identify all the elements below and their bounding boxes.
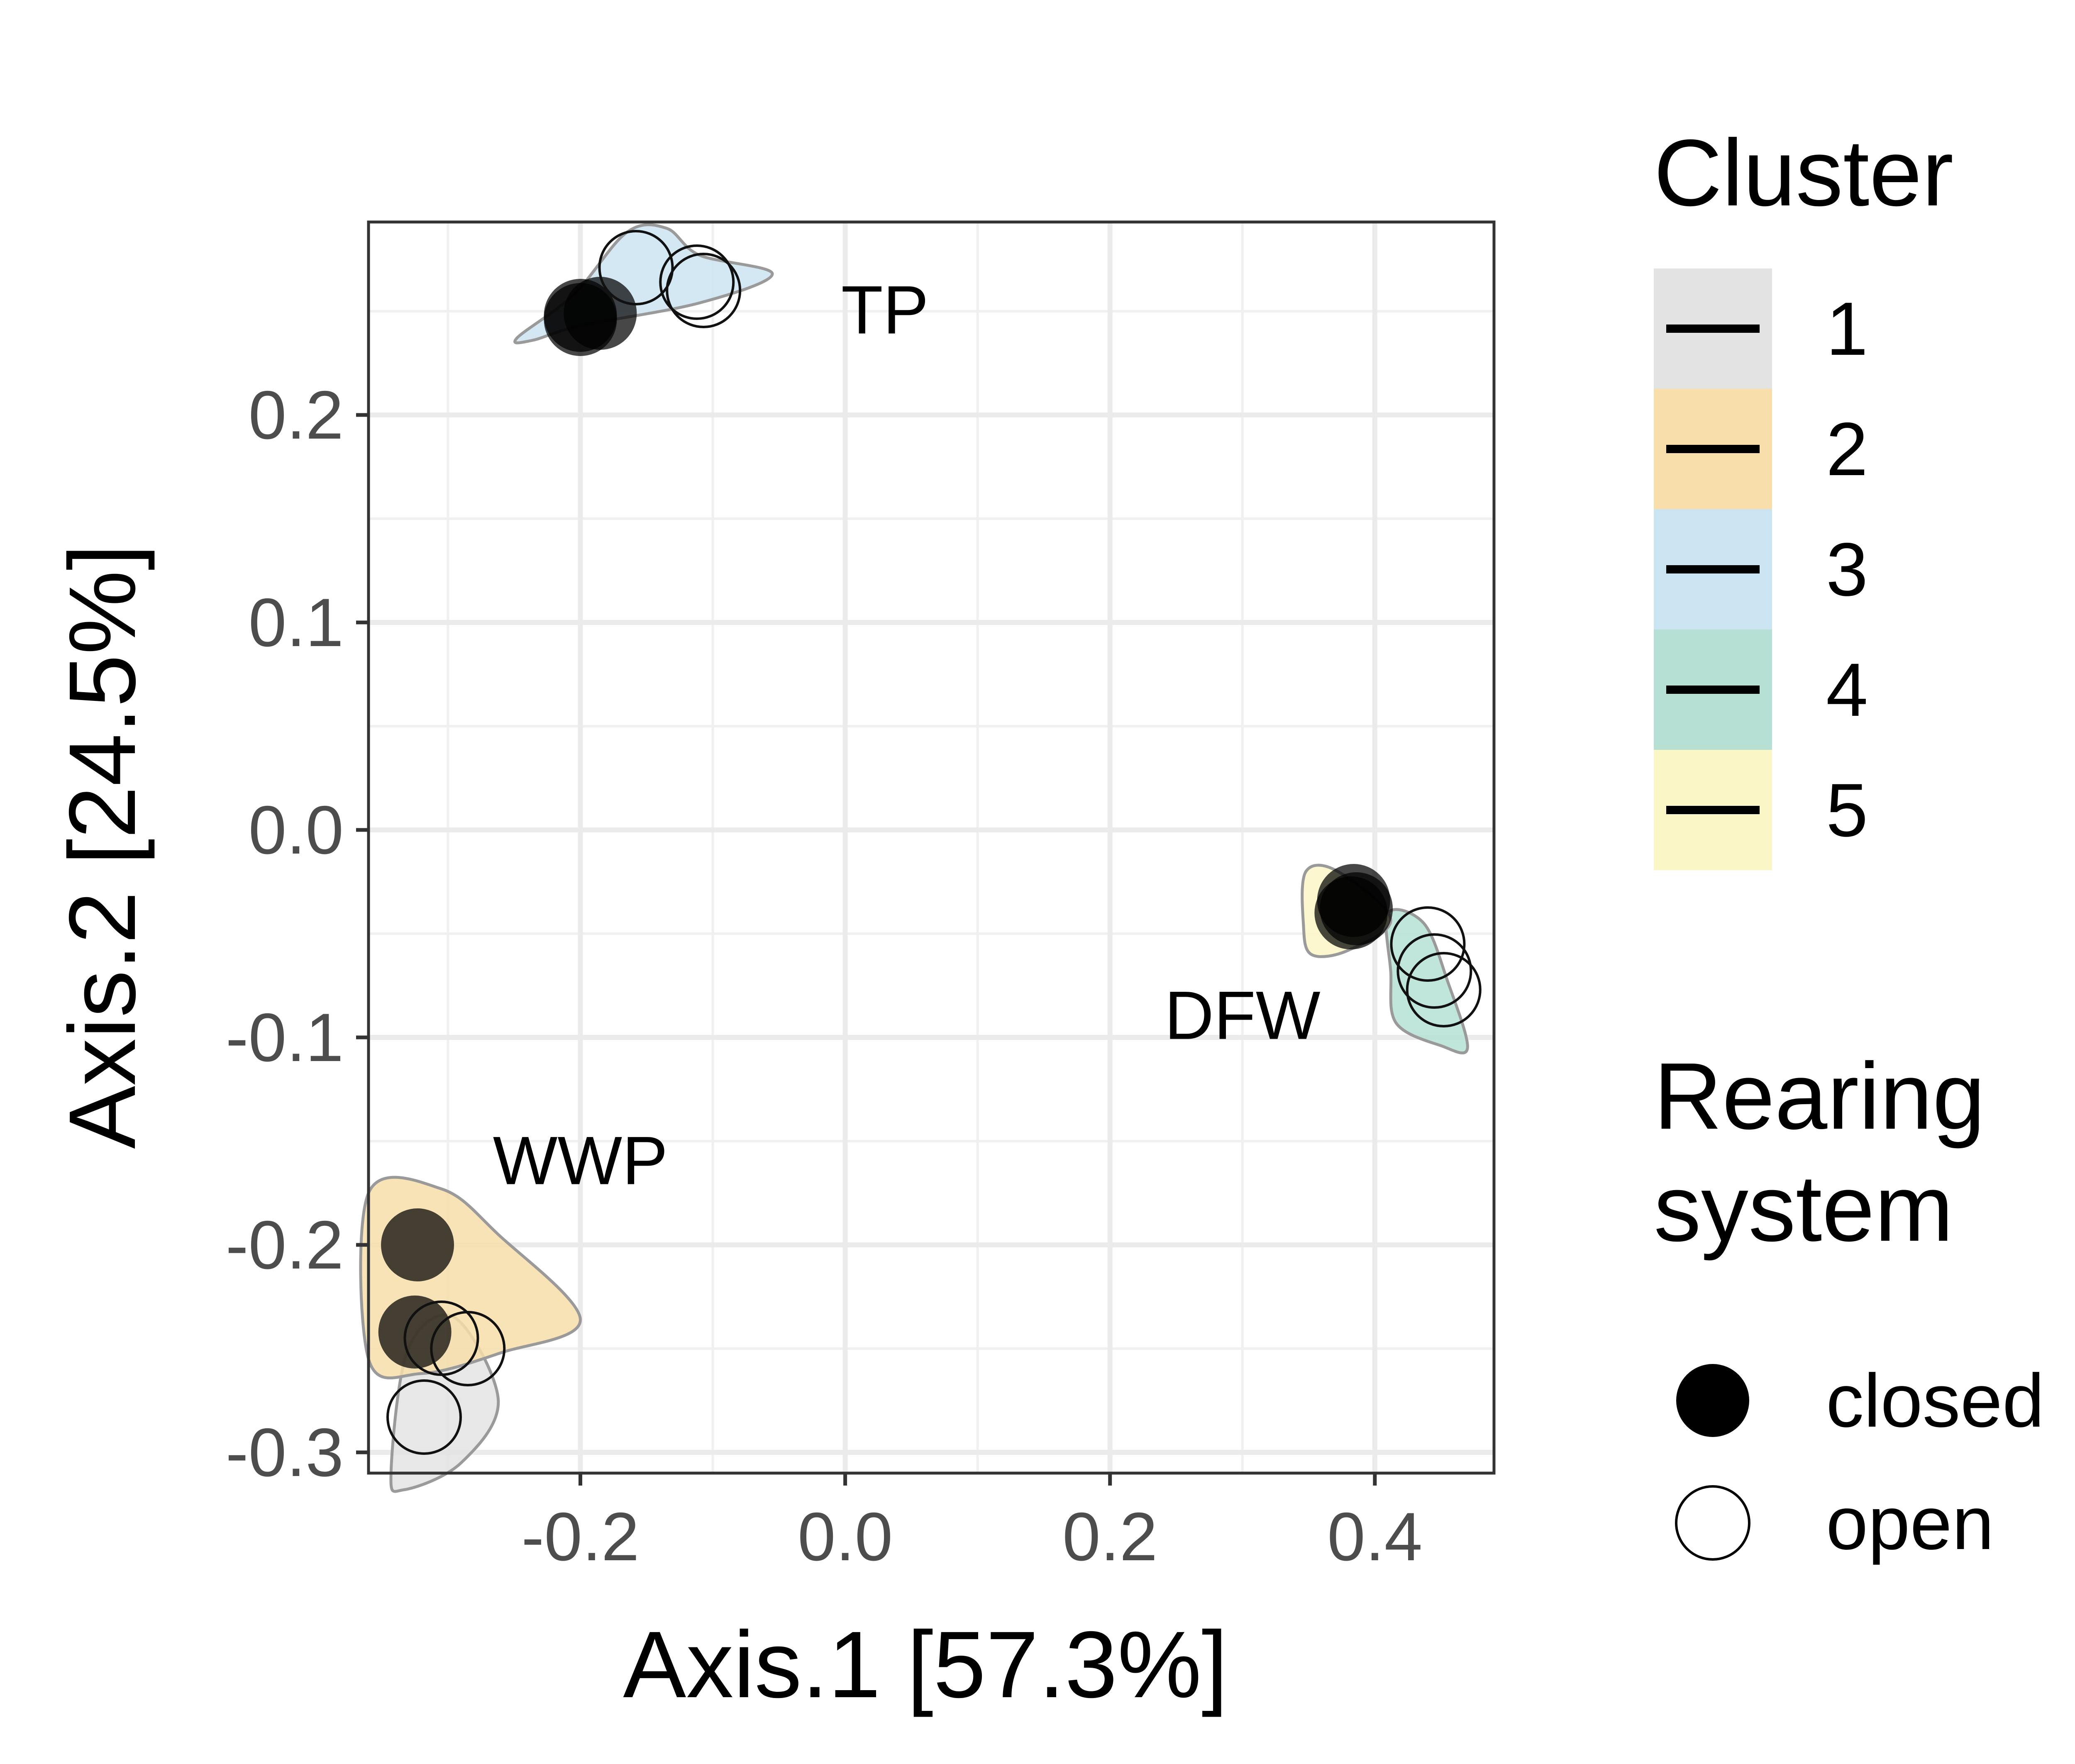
legend-system: Rearing system closed open xyxy=(1654,1044,2044,1565)
legend-cluster-label-2: 2 xyxy=(1826,407,1868,491)
legend-system-title-line-1: Rearing xyxy=(1654,1044,1985,1149)
legend-cluster: Cluster 1 2 3 4 5 xyxy=(1654,120,1953,870)
x-tick-label: -0.2 xyxy=(521,1498,639,1575)
legend-symbol-open xyxy=(1675,1485,1750,1561)
point-open xyxy=(598,230,674,305)
panel-border xyxy=(367,220,1496,1475)
y-tick-label: -0.2 xyxy=(226,1207,344,1283)
point-open xyxy=(666,253,742,328)
x-tick-label: 0.4 xyxy=(1327,1498,1422,1575)
plot-panel: TP DFW WWP xyxy=(359,220,1496,1493)
y-tick-label: -0.1 xyxy=(226,999,344,1076)
y-tick-label: 0.0 xyxy=(249,792,344,868)
y-axis-title: Axis.2 [24.5%] xyxy=(50,544,155,1149)
point-open xyxy=(659,244,735,320)
x-tick-label: 0.0 xyxy=(798,1498,893,1575)
point-open xyxy=(1396,933,1472,1009)
point-closed xyxy=(378,1296,452,1369)
y-axis: -0.3 -0.2 -0.1 0.0 0.1 0.2 xyxy=(226,377,369,1491)
point-open xyxy=(430,1311,506,1386)
point-open xyxy=(1390,906,1466,982)
y-tick-label: -0.3 xyxy=(226,1414,344,1491)
point-closed xyxy=(544,283,617,356)
legend-cluster-title: Cluster xyxy=(1654,120,1953,226)
legend-system-label-closed: closed xyxy=(1826,1358,2044,1443)
y-tick-label: 0.2 xyxy=(249,377,344,453)
panel-background xyxy=(369,222,1494,1473)
points xyxy=(378,230,1482,1455)
legend-system-label-open: open xyxy=(1826,1481,1994,1565)
legend-cluster-label-4: 4 xyxy=(1826,647,1868,732)
legend-cluster-label-1: 1 xyxy=(1826,286,1868,371)
annotation-dfw: DFW xyxy=(1164,977,1321,1054)
point-open xyxy=(386,1379,462,1455)
grid-major xyxy=(369,222,1494,1473)
annotation-wwp: WWP xyxy=(493,1122,668,1199)
legend-cluster-label-5: 5 xyxy=(1826,768,1868,852)
y-tick-label: 0.1 xyxy=(249,584,344,661)
x-axis-title: Axis.1 [57.3%] xyxy=(623,1612,1228,1718)
legend-system-title-line-2: system xyxy=(1654,1156,1953,1261)
point-closed xyxy=(1314,876,1388,949)
legend-symbol-closed xyxy=(1676,1364,1749,1437)
legend-cluster-label-3: 3 xyxy=(1826,527,1868,612)
point-open xyxy=(1406,952,1482,1027)
point-closed xyxy=(381,1208,454,1281)
x-axis: -0.2 0.0 0.2 0.4 xyxy=(521,1473,1423,1575)
x-tick-label: 0.2 xyxy=(1062,1498,1157,1575)
annotation-tp: TP xyxy=(841,272,929,348)
annotations: TP DFW WWP xyxy=(493,272,1321,1199)
